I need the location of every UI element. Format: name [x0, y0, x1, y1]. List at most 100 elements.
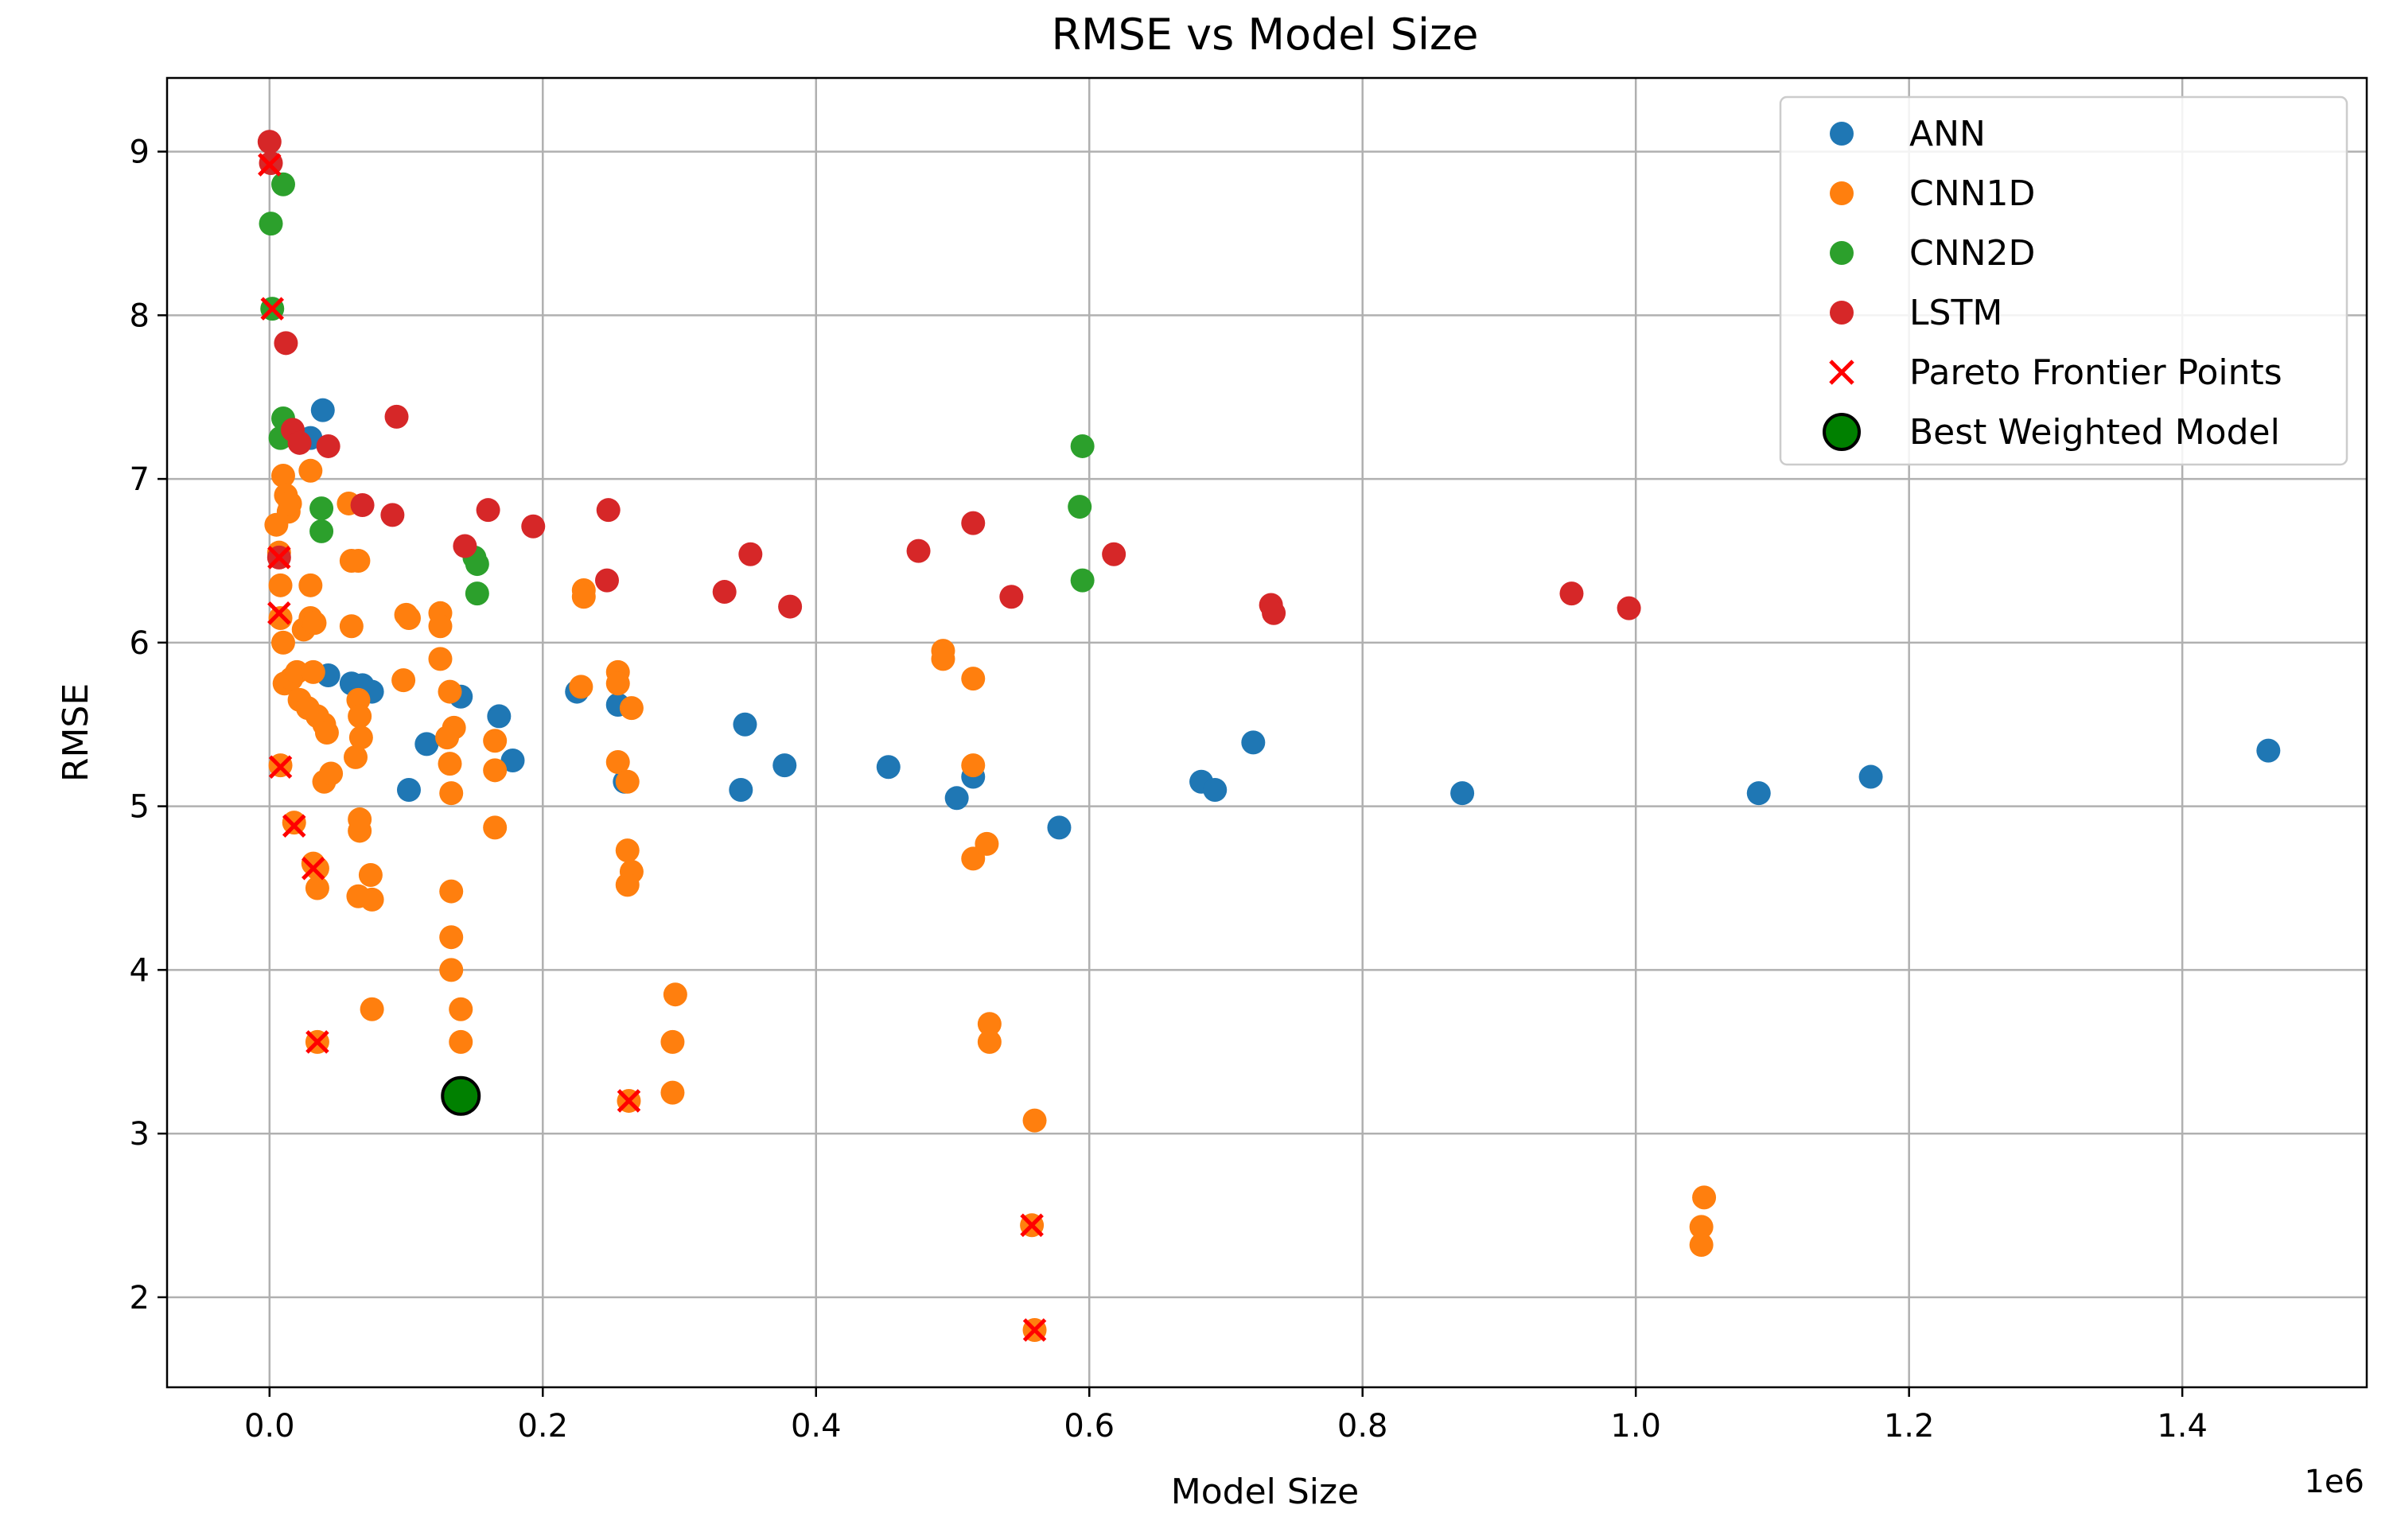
y-tick-label: 4	[130, 952, 150, 989]
cnn1d-point	[483, 758, 508, 783]
ann-point	[396, 778, 421, 803]
lstm-point	[738, 542, 763, 566]
lstm-point	[1559, 581, 1584, 606]
cnn1d-point	[438, 679, 462, 704]
lstm-point	[316, 434, 340, 458]
x-tick-label: 0.8	[1337, 1408, 1388, 1445]
pareto-frontier-point	[282, 814, 306, 838]
cnn1d-point	[605, 671, 630, 696]
legend-label-pareto: Pareto Frontier Points	[1909, 352, 2282, 393]
cnn1d-point	[569, 675, 593, 699]
cnn1d-point	[348, 725, 373, 750]
cnn2d-point	[465, 581, 489, 606]
lstm-point	[906, 539, 931, 563]
cnn1d-point	[305, 876, 329, 900]
legend-marker-best	[1823, 413, 1861, 451]
legend-marker-lstm	[1830, 301, 1854, 325]
legend-marker-pareto	[1829, 360, 1854, 385]
y-axis-ticks: 2 3 4 5 6 7 8 9	[130, 134, 167, 1316]
lstm-point	[350, 493, 375, 518]
cnn1d-point	[961, 667, 986, 691]
cnn1d-point	[270, 630, 295, 655]
x-axis-label: Model Size	[1171, 1472, 1359, 1512]
pareto-frontier-point	[267, 601, 291, 625]
legend-marker-ann	[1830, 122, 1854, 146]
cnn1d-point	[301, 659, 325, 684]
cnn1d-point	[282, 811, 306, 835]
legend-label-lstm: LSTM	[1909, 293, 2002, 333]
x-tick-label: 0.2	[517, 1408, 568, 1445]
lstm-point	[595, 568, 619, 593]
cnn1d-point	[319, 761, 344, 786]
ann-point	[1858, 764, 1883, 789]
lstm-point	[778, 594, 803, 619]
y-tick-label: 3	[130, 1116, 150, 1153]
cnn1d-point	[348, 819, 372, 843]
cnn2d-point	[1070, 434, 1095, 458]
pareto-frontier-point	[258, 153, 282, 177]
cnn1d-point	[1689, 1215, 1714, 1239]
cnn1d-point	[314, 721, 339, 745]
cnn1d-point	[285, 659, 309, 684]
ann-point	[2256, 738, 2281, 763]
cnn1d-point	[1689, 1232, 1714, 1257]
ann-point	[1047, 815, 1072, 840]
cnn1d-point	[663, 982, 687, 1007]
y-tick-label: 6	[130, 625, 150, 662]
ann-point	[414, 732, 439, 756]
lstm-point	[380, 503, 405, 527]
ann-point	[487, 704, 512, 729]
legend-label-cnn2d: CNN2D	[1909, 233, 2035, 274]
cnn1d-point	[449, 1029, 473, 1054]
cnn1d-point	[438, 752, 462, 776]
x-tick-label: 0.6	[1064, 1408, 1115, 1445]
pareto-frontier-point	[260, 297, 285, 321]
pareto-frontier-point	[301, 857, 325, 881]
cnn1d-point	[396, 605, 421, 630]
best-weighted-model-point	[441, 1075, 481, 1116]
cnn1d-point	[439, 879, 464, 904]
cnn1d-point	[360, 887, 384, 912]
cnn1d-point	[268, 605, 293, 630]
y-tick-label: 9	[130, 134, 150, 171]
pareto-frontier-point	[1022, 1318, 1047, 1342]
legend-label-ann: ANN	[1909, 114, 1986, 154]
y-axis-label: RMSE	[56, 683, 96, 782]
cnn1d-point	[615, 769, 640, 794]
cnn1d-point	[1692, 1185, 1717, 1210]
cnn1d-point	[439, 925, 464, 950]
cnn1d-point	[660, 1029, 685, 1054]
cnn1d-point	[483, 729, 508, 753]
cnn1d-point	[619, 696, 644, 721]
pareto-frontier-point	[267, 546, 291, 570]
ann-point	[1450, 781, 1475, 806]
pareto-frontier-point	[1020, 1213, 1044, 1238]
x-tick-label: 1.2	[1884, 1408, 1935, 1445]
lstm-point	[999, 585, 1024, 609]
cnn1d-point	[344, 745, 368, 769]
cnn2d-point	[465, 552, 489, 577]
pareto-frontier-point	[305, 1030, 329, 1054]
cnn1d-point	[268, 573, 293, 597]
lstm-point	[274, 331, 298, 356]
lstm-point	[1102, 542, 1126, 566]
cnn2d-point	[270, 172, 295, 196]
lstm-point	[384, 404, 409, 429]
data-points	[257, 130, 2281, 1342]
lstm-point	[712, 580, 737, 605]
ann-point	[1241, 730, 1266, 755]
lstm-point	[1617, 596, 1641, 620]
cnn1d-point	[961, 753, 986, 778]
lstm-point	[476, 498, 500, 523]
ann-point	[944, 786, 969, 811]
cnn1d-point	[428, 647, 453, 671]
legend-marker-cnn1d	[1830, 181, 1854, 205]
ann-point	[1203, 778, 1228, 803]
pareto-frontier-point	[617, 1089, 641, 1113]
cnn1d-point	[660, 1080, 685, 1105]
legend-frame	[1779, 95, 2348, 466]
cnn1d-point	[301, 851, 325, 876]
y-tick-label: 8	[130, 298, 150, 334]
legend: ANN CNN1D CNN2D LSTM Pareto Frontier Poi…	[1779, 95, 2348, 466]
